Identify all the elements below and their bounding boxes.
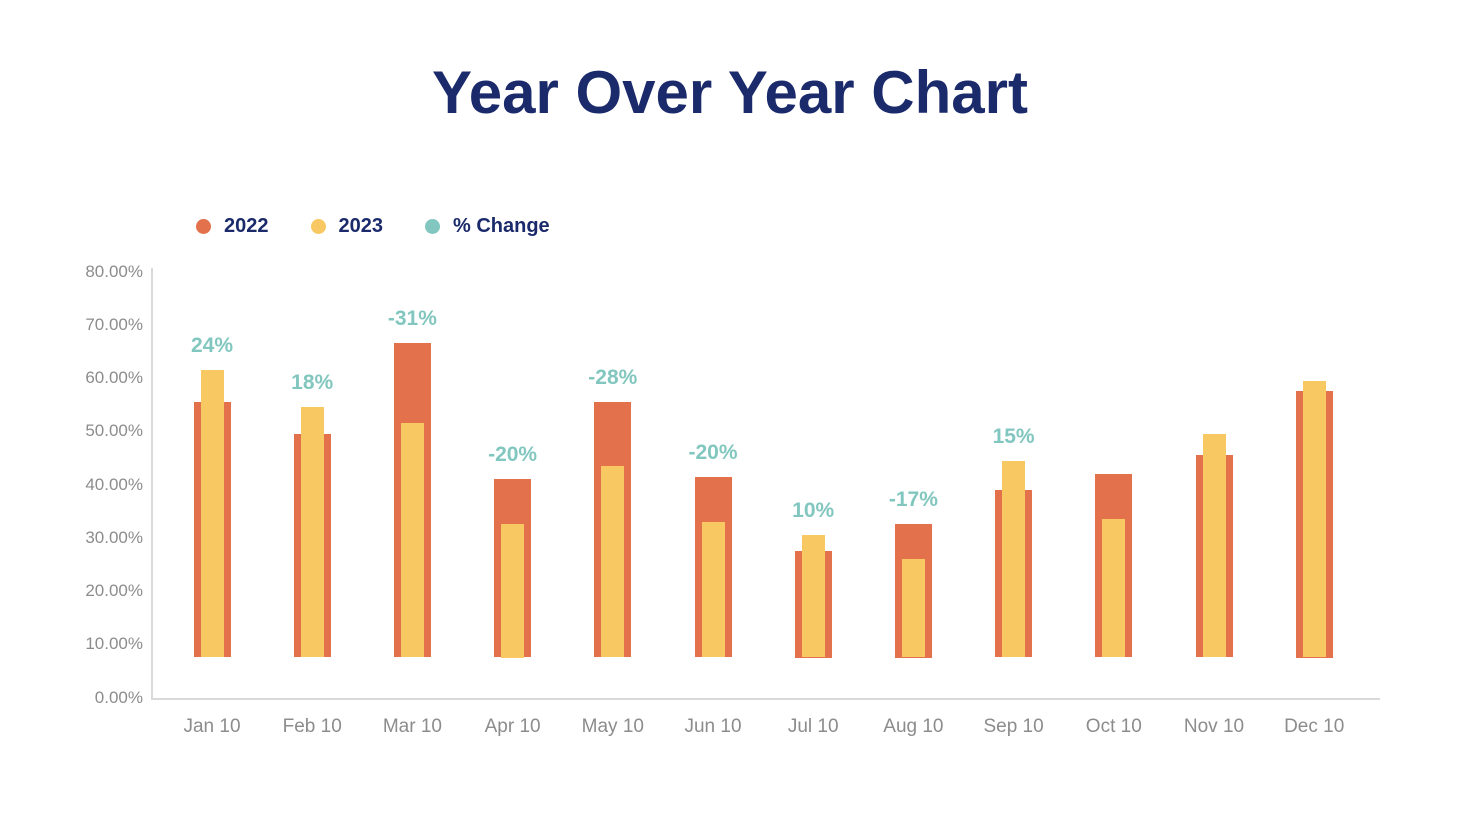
pct-change-label: 10% xyxy=(792,499,835,523)
bar-2023 xyxy=(400,423,424,658)
legend-dot-pct-change-icon xyxy=(425,218,440,234)
legend-label-pct-change: % Change xyxy=(453,214,550,237)
bar-2023 xyxy=(1002,460,1026,658)
y-axis-tick-label: 20.00% xyxy=(85,581,143,600)
x-axis-tick-label: Nov 10 xyxy=(1183,716,1245,737)
bar-2023 xyxy=(701,521,725,658)
legend-label-2022: 2022 xyxy=(224,214,269,237)
bar-2023 xyxy=(1202,433,1226,658)
x-axis-tick-label: Mar 10 xyxy=(382,716,442,737)
x-axis-tick-label: Sep 10 xyxy=(983,716,1044,737)
bar-2023 xyxy=(601,465,625,658)
y-axis-tick-label: 0.00% xyxy=(94,687,143,707)
y-axis-tick-label: 40.00% xyxy=(85,474,143,494)
y-axis-tick-label: 70.00% xyxy=(85,314,143,334)
bar-2023 xyxy=(300,407,324,658)
pct-change-label: -31% xyxy=(387,307,437,331)
bar-2023 xyxy=(801,535,825,658)
x-axis-tick-label: Apr 10 xyxy=(484,716,541,737)
pct-change-label: -20% xyxy=(488,443,538,467)
legend-item-2023: 2023 xyxy=(310,214,384,238)
y-axis-tick-label: 60.00% xyxy=(85,368,143,387)
x-axis-tick-label: Aug 10 xyxy=(883,716,944,737)
legend-item-2022: 2022 xyxy=(196,215,269,238)
legend: 2022 2023 % Change xyxy=(196,211,550,241)
y-axis-tick-label: 10.00% xyxy=(85,634,143,654)
x-axis-tick-label: Jun 10 xyxy=(684,716,742,737)
legend-item-pct-change: % Change xyxy=(425,215,550,238)
x-axis-line xyxy=(151,697,1380,700)
y-axis-tick-label: 80.00% xyxy=(85,261,143,281)
x-axis-tick-label: May 10 xyxy=(581,716,644,737)
bar-2023 xyxy=(1102,519,1126,658)
x-axis-tick-label: Jan 10 xyxy=(183,716,241,737)
legend-dot-2022-icon xyxy=(196,218,211,234)
pct-change-label: 18% xyxy=(291,371,334,395)
y-axis-tick-label: 50.00% xyxy=(85,421,143,441)
pct-change-label: 15% xyxy=(992,424,1035,448)
bar-2023 xyxy=(501,524,525,658)
pct-change-label: 24% xyxy=(190,334,234,357)
bar-2023 xyxy=(1302,380,1326,658)
x-axis-tick-label: Feb 10 xyxy=(282,716,342,737)
pct-change-label: -28% xyxy=(588,365,638,389)
legend-dot-2023-icon xyxy=(310,218,326,234)
pct-change-label: -20% xyxy=(688,440,738,464)
bar-2023 xyxy=(901,559,925,658)
pct-change-label: -17% xyxy=(888,488,938,512)
y-axis-tick-label: 30.00% xyxy=(85,527,143,547)
x-axis-tick-label: Oct 10 xyxy=(1085,716,1142,737)
legend-label-2023: 2023 xyxy=(338,214,384,237)
x-axis-tick-label: Jul 10 xyxy=(787,716,839,737)
bar-2023 xyxy=(200,370,224,658)
x-axis-tick-label: Dec 10 xyxy=(1284,716,1345,737)
chart-title: Year Over Year Chart xyxy=(432,59,1028,126)
y-axis-line xyxy=(151,268,153,698)
